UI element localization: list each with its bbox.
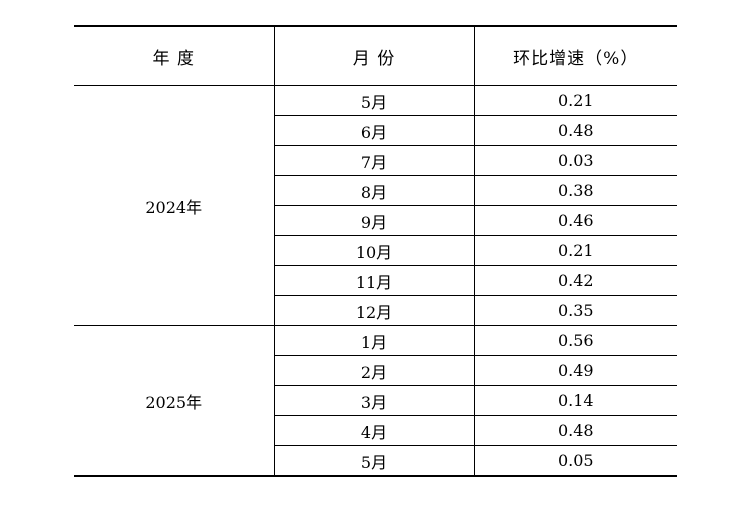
month-cell: 11月	[273, 265, 474, 296]
table-row: 8月 0.38	[74, 175, 677, 206]
month-cell: 4月	[273, 415, 474, 446]
month-cell: 10月	[273, 235, 474, 266]
value-cell: 0.48	[473, 115, 677, 146]
month-cell: 8月	[273, 175, 474, 206]
value-cell: 0.05	[473, 445, 677, 477]
table-row: 4月 0.48	[74, 415, 677, 446]
month-cell: 6月	[273, 115, 474, 146]
value-cell: 0.46	[473, 205, 677, 236]
value-cell: 0.21	[473, 85, 677, 116]
header-growth: 环比增速（%）	[473, 25, 677, 86]
value-cell: 0.35	[473, 295, 677, 326]
month-cell: 12月	[273, 295, 474, 326]
table-row: 3月 0.14	[74, 385, 677, 416]
month-cell: 7月	[273, 145, 474, 176]
year-cell-2025: 2025年	[74, 325, 274, 477]
year-cell-2024: 2024年	[74, 85, 274, 326]
value-cell: 0.56	[473, 325, 677, 356]
value-cell: 0.42	[473, 265, 677, 296]
value-cell: 0.21	[473, 235, 677, 266]
value-cell: 0.14	[473, 385, 677, 416]
table-header: 年 度 月 份 环比增速（%）	[74, 25, 677, 86]
header-month: 月 份	[273, 25, 474, 86]
table-row: 12月 0.35	[74, 295, 677, 326]
month-cell: 1月	[273, 325, 474, 356]
value-cell: 0.38	[473, 175, 677, 206]
table-body: 2024年 5月 0.21 6月 0.48 7月 0.03 8月 0.38 9月…	[74, 85, 677, 477]
table-row: 2月 0.49	[74, 355, 677, 386]
table-row: 6月 0.48	[74, 115, 677, 146]
value-cell: 0.03	[473, 145, 677, 176]
table-row: 9月 0.46	[74, 205, 677, 236]
month-cell: 5月	[273, 85, 474, 116]
table-row: 11月 0.42	[74, 265, 677, 296]
month-cell: 3月	[273, 385, 474, 416]
month-cell: 5月	[273, 445, 474, 477]
value-cell: 0.48	[473, 415, 677, 446]
header-year: 年 度	[74, 25, 274, 86]
table-row: 2024年 5月 0.21	[74, 85, 677, 326]
table-row: 10月 0.21	[74, 235, 677, 266]
table-row: 2025年 1月 0.56	[74, 325, 677, 477]
header-row: 年 度 月 份 环比增速（%）	[74, 25, 677, 86]
month-cell: 9月	[273, 205, 474, 236]
month-cell: 2月	[273, 355, 474, 386]
table-row: 5月 0.05	[74, 445, 677, 477]
growth-table: 年 度 月 份 环比增速（%） 2024年 5月 0.21 6月 0.48 7月…	[74, 25, 677, 477]
table-row: 7月 0.03	[74, 145, 677, 176]
value-cell: 0.49	[473, 355, 677, 386]
